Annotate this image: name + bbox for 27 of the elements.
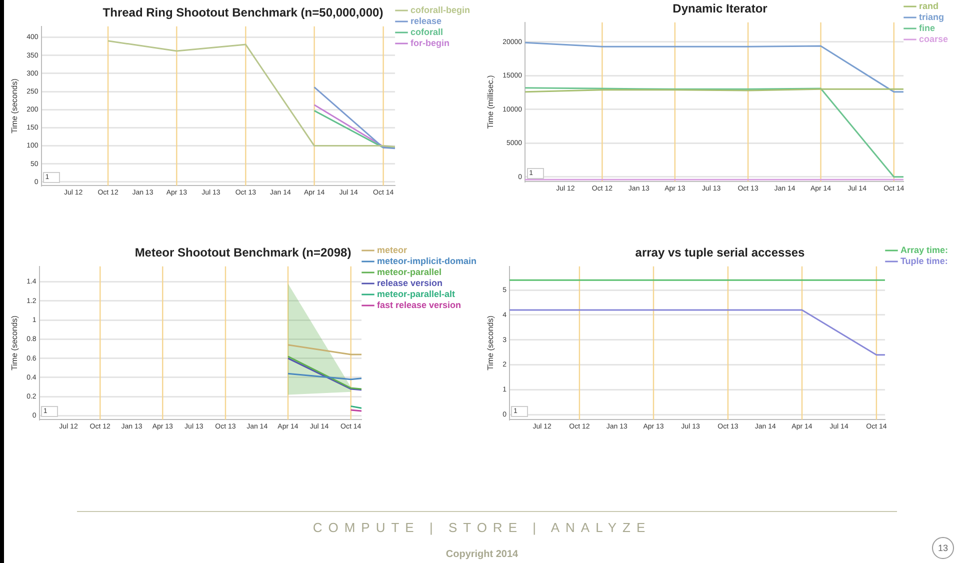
legend-label: release (410, 16, 442, 26)
legend-label: fine (918, 22, 935, 33)
chart-title: Meteor Shootout Benchmark (n=2098) (134, 246, 352, 260)
legend-label: rand (918, 0, 938, 11)
text: COMPUTE | STORE | ANALYZE (312, 520, 652, 535)
legend-label: meteor-parallel (377, 266, 442, 277)
y-axis-title: Time (seconds) (10, 315, 20, 370)
legend-label: Tuple time: (900, 256, 948, 266)
chart-title: array vs tuple serial accesses (635, 246, 806, 260)
legend-label: meteor-parallel-alt (377, 288, 456, 299)
legend-label: meteor (377, 244, 408, 255)
chart-title: Dynamic Iterator (672, 2, 768, 16)
legend-label: triang (918, 12, 944, 22)
legend-label: release version (377, 278, 443, 288)
legend-label: meteor-implicit-domain (377, 256, 477, 266)
legend-label: Array time: (900, 244, 948, 255)
text: 13 (932, 537, 954, 559)
legend-label: for-begin (410, 38, 450, 48)
legend-label: coforall (410, 26, 444, 37)
legend-label: fast release version (377, 300, 462, 310)
y-axis-title: Time (seconds) (10, 78, 20, 134)
legend-label: coforall-begin (410, 4, 470, 15)
chart-title: Thread Ring Shootout Benchmark (n=50,000,000) (102, 6, 384, 20)
legend-label: coarse (918, 34, 948, 44)
y-axis-title: Time (seconds) (486, 315, 496, 370)
y-axis-title: Time (millisec.) (486, 74, 496, 129)
text: Copyright 2014 (446, 549, 518, 560)
